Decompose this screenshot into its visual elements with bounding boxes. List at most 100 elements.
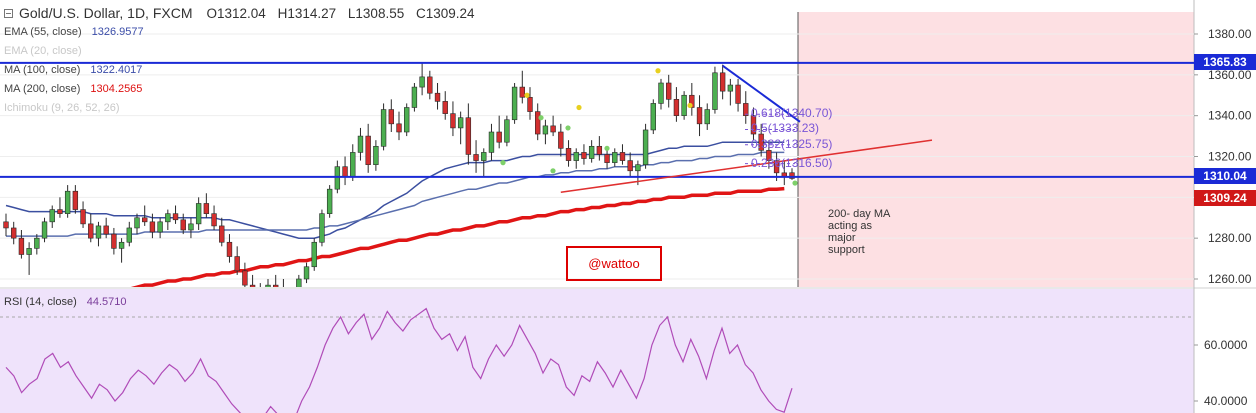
indicator-row[interactable]: EMA (55, close) 1326.9577 <box>4 23 483 42</box>
indicator-value <box>130 99 190 118</box>
candle-body <box>504 119 510 143</box>
candle-body <box>696 107 703 125</box>
candle-body <box>511 86 518 121</box>
indicator-row[interactable]: MA (200, close) 1304.2565 <box>4 80 483 99</box>
candle-body <box>635 164 641 172</box>
candle-body <box>773 160 780 174</box>
indicator-row[interactable]: Ichimoku (9, 26, 52, 26) <box>4 99 483 118</box>
candle-body <box>95 225 102 239</box>
signal-dot <box>538 115 544 121</box>
candle-body <box>750 115 757 135</box>
candle-body <box>357 135 364 153</box>
candle-body <box>234 256 240 272</box>
candle-body <box>72 190 79 210</box>
candle-body <box>666 82 672 100</box>
candle-body <box>380 109 387 147</box>
candle-body <box>126 227 132 243</box>
candle-body <box>758 133 764 151</box>
indicator-value: 1304.2565 <box>90 83 143 95</box>
candle-body <box>203 203 210 214</box>
candle-body <box>57 209 63 214</box>
signal-dot <box>576 104 582 111</box>
candle-body <box>450 113 456 129</box>
signal-dot <box>565 125 571 131</box>
candle-body <box>118 241 125 249</box>
last-price-badge: 1309.24 <box>1194 190 1256 206</box>
candle-body <box>319 213 325 243</box>
candle-body <box>542 125 549 135</box>
signal-dot <box>524 92 530 98</box>
price-tick-label: 1380.00 <box>1208 27 1252 41</box>
candle-body <box>550 125 556 133</box>
candle-body <box>11 227 17 239</box>
candle-body <box>149 221 156 233</box>
price-axis[interactable]: 1260.001280.001300.001320.001340.001360.… <box>1194 27 1252 408</box>
candle-body <box>18 237 25 255</box>
ma-support-annotation: 200- day MA acting as major support <box>828 208 890 256</box>
candle-body <box>49 209 55 223</box>
candle-body <box>434 92 441 102</box>
candle-body <box>681 94 687 116</box>
candle-body <box>34 237 40 249</box>
candle-body <box>527 96 533 112</box>
rsi-panel <box>5 307 793 413</box>
signal-dot <box>792 180 798 186</box>
rsi-tick-label: 40.0000 <box>1204 394 1248 408</box>
ohlc-values: O1312.04 H1314.27 L1308.55 C1309.24 <box>207 4 483 23</box>
price-tick-label: 1260.00 <box>1208 272 1252 286</box>
candle-body <box>134 217 140 229</box>
support-price-badge: 1310.04 <box>1194 168 1256 184</box>
chart-legend: Gold/U.S. Dollar, 1D, FXCM O1312.04 H131… <box>4 4 483 118</box>
candle-body <box>650 103 656 131</box>
candle-body <box>712 72 718 110</box>
candle-body <box>326 188 333 214</box>
candle-body <box>488 131 495 153</box>
candle-body <box>704 109 710 125</box>
candle-body <box>411 86 418 108</box>
candle-body <box>165 213 171 223</box>
candle-body <box>442 101 448 114</box>
candle-body <box>519 86 525 98</box>
candle-body <box>481 152 487 161</box>
candle-body <box>535 111 541 135</box>
rsi-background <box>0 289 1194 413</box>
collapse-icon[interactable] <box>4 9 13 18</box>
signal-dot <box>655 68 661 74</box>
fib-level-label: 0.382(1325.75) <box>751 136 833 151</box>
candle-body <box>673 99 680 116</box>
author-watermark: @wattoo <box>566 246 662 281</box>
candle-body <box>103 225 109 235</box>
ema55-line <box>5 141 785 239</box>
candle-body <box>242 270 248 286</box>
candle-body <box>658 82 664 104</box>
signal-dot <box>500 160 506 166</box>
ma200-line <box>130 186 785 287</box>
candle-body <box>26 248 32 255</box>
indicator-label: MA (100, close) <box>4 64 81 76</box>
price-panel <box>0 61 1194 287</box>
candle-body <box>465 117 472 155</box>
indicator-label: EMA (55, close) <box>4 26 82 38</box>
indicator-value <box>92 42 152 61</box>
rsi-tick-label: 60.0000 <box>1204 338 1248 352</box>
signal-dot <box>550 168 556 174</box>
candles-group <box>3 62 795 287</box>
candle-body <box>766 150 772 161</box>
candle-body <box>612 152 618 163</box>
ma100-line <box>6 151 785 237</box>
open-value: O1312.04 <box>206 6 266 21</box>
indicator-row[interactable]: MA (100, close) 1322.4017 <box>4 61 483 80</box>
resistance-price-badge: 1365.83 <box>1194 54 1256 70</box>
indicator-row[interactable]: EMA (20, close) <box>4 42 483 61</box>
price-tick-label: 1340.00 <box>1208 109 1252 123</box>
candle-body <box>265 284 271 287</box>
candle-body <box>350 152 356 178</box>
symbol-header: Gold/U.S. Dollar, 1D, FXCM O1312.04 H131… <box>4 4 483 23</box>
candle-body <box>588 145 595 159</box>
candle-body <box>789 172 795 179</box>
price-tick-label: 1360.00 <box>1208 68 1252 82</box>
indicator-label: EMA (20, close) <box>4 45 82 57</box>
candle-body <box>419 76 425 88</box>
candle-body <box>188 223 194 231</box>
